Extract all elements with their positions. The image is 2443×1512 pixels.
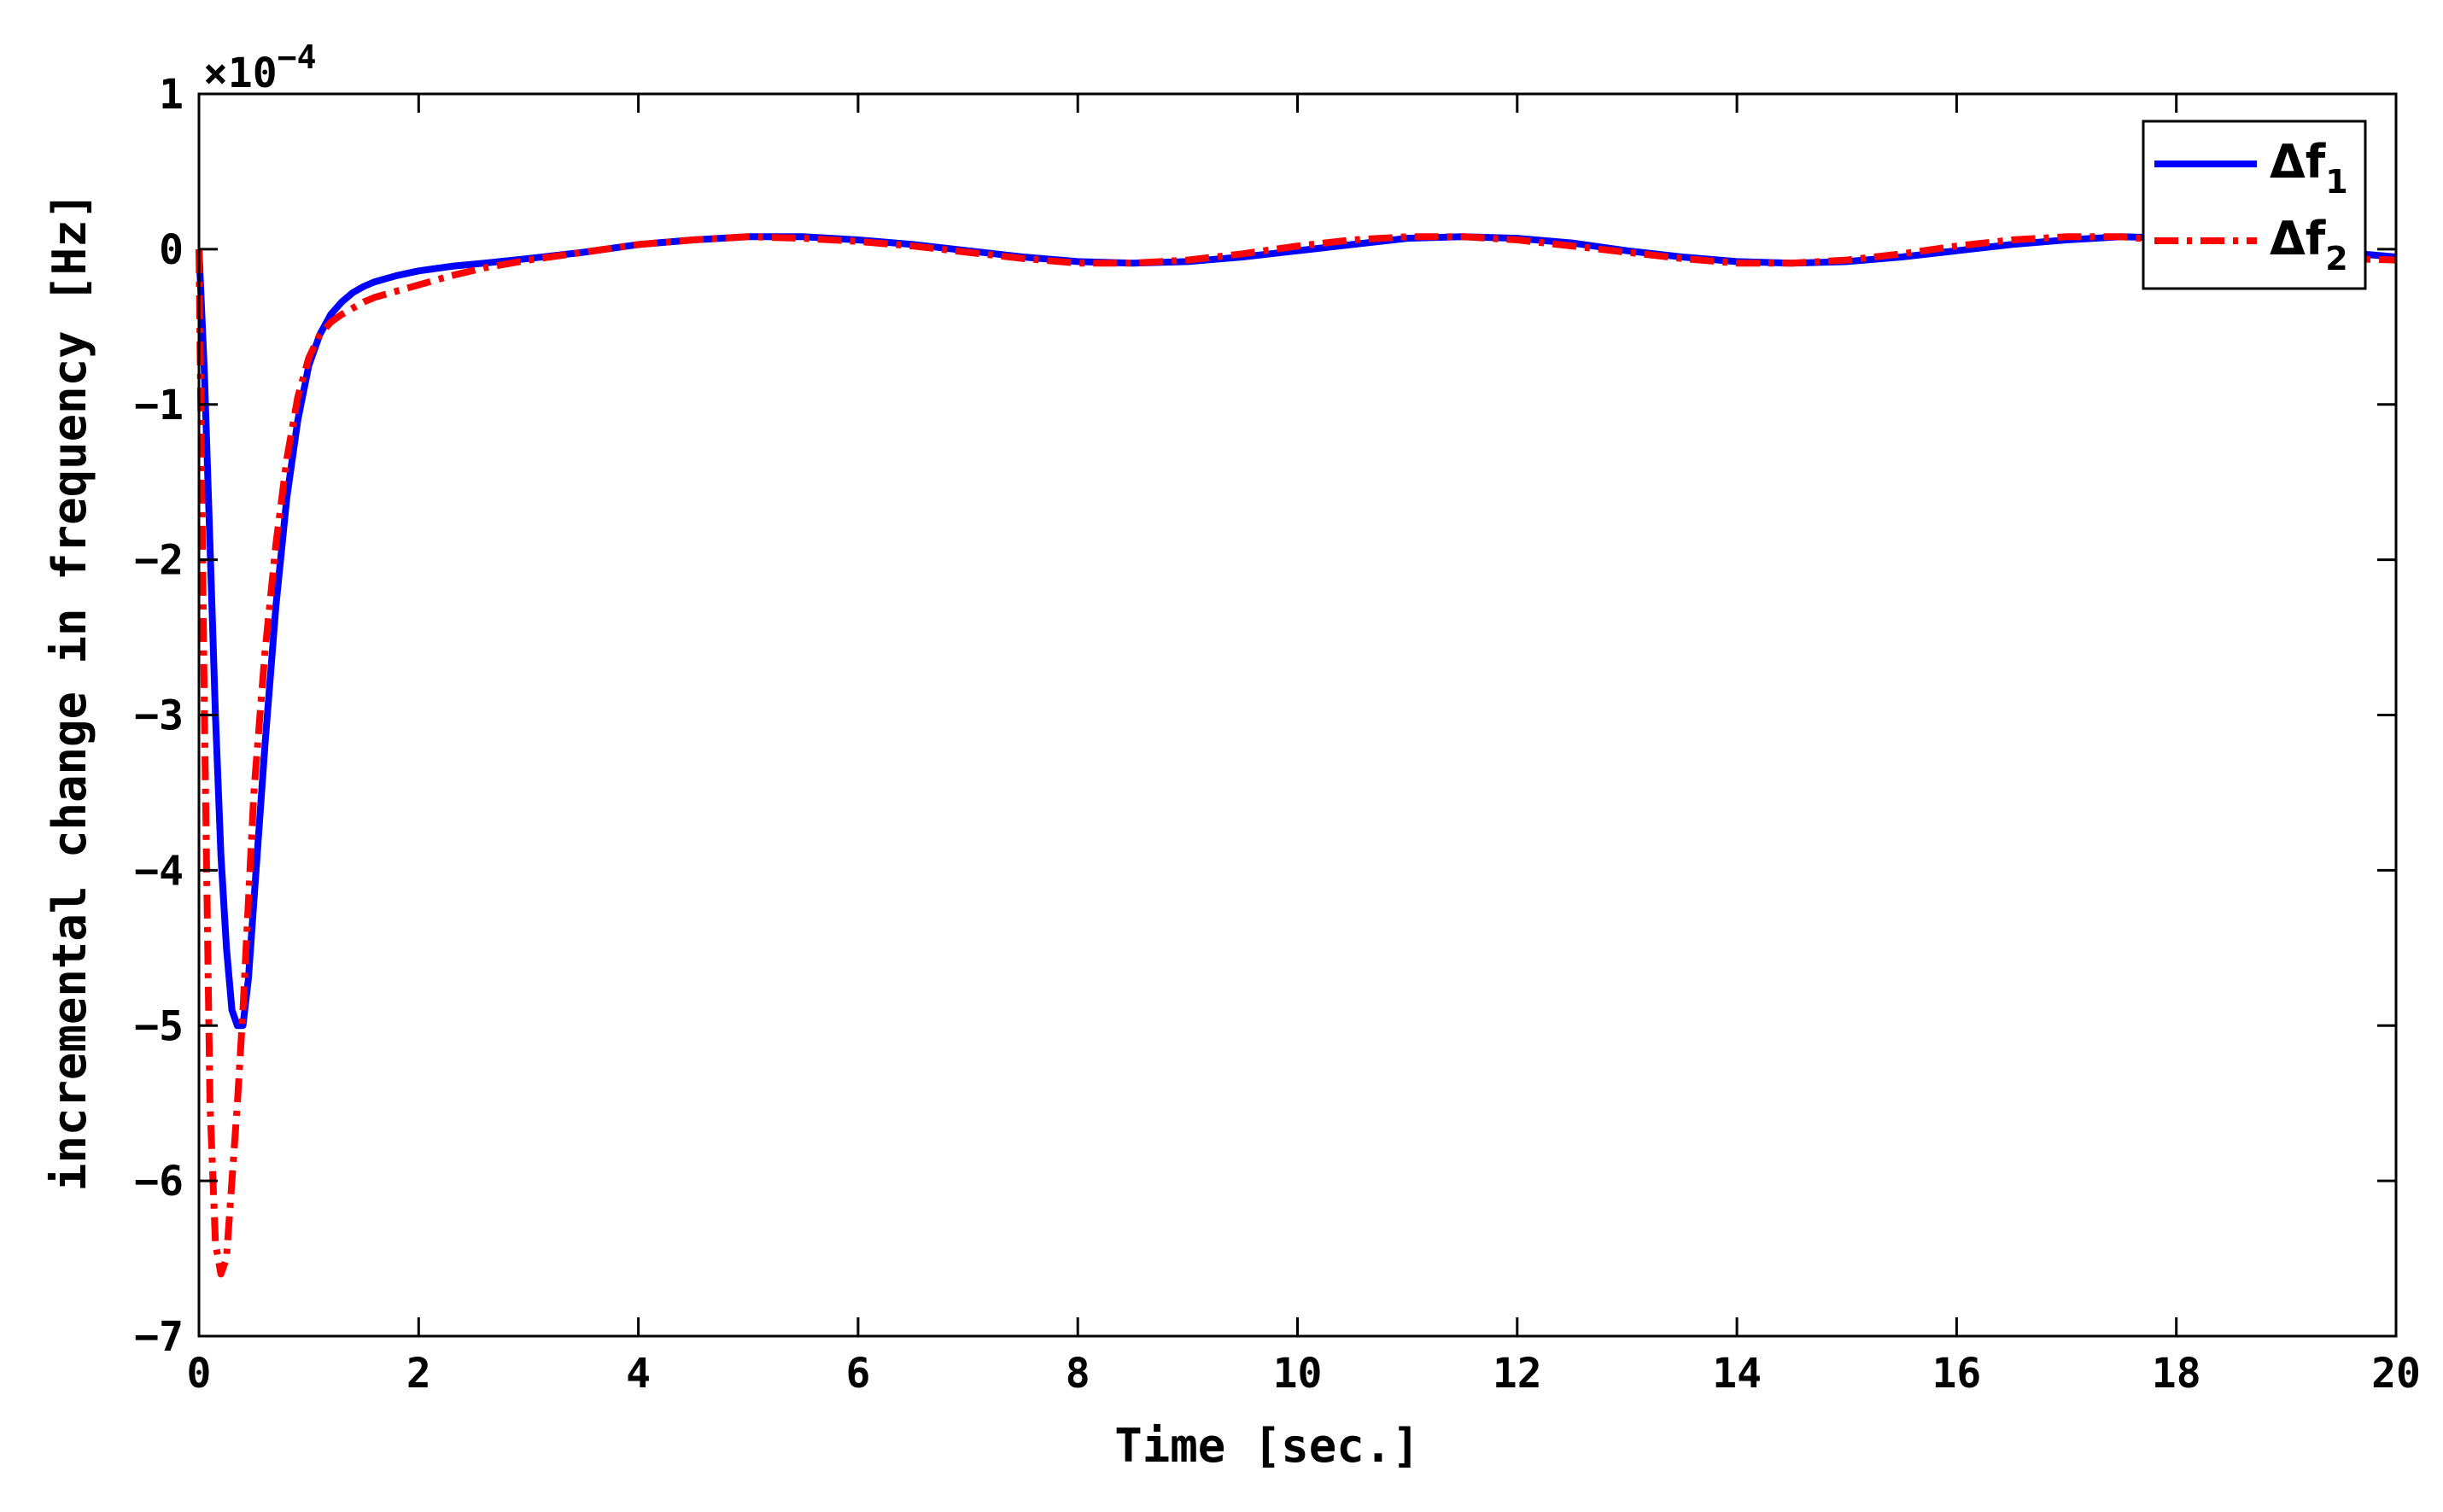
x-tick-label: 4 <box>626 1350 651 1398</box>
x-tick-label: 8 <box>1066 1350 1090 1398</box>
legend-box <box>2142 120 2367 290</box>
x-tick-label: 18 <box>2152 1350 2201 1398</box>
y-tick-label: −6 <box>134 1158 184 1206</box>
x-tick-label: 2 <box>406 1350 431 1398</box>
y-tick-label: −1 <box>134 382 184 429</box>
y-tick-label: −2 <box>134 537 184 585</box>
y-tick-label: −4 <box>134 847 184 895</box>
x-tick-label: 6 <box>845 1350 870 1398</box>
x-tick-label: 16 <box>1932 1350 1982 1398</box>
x-axis-label: Time [sec.] <box>1114 1419 1420 1473</box>
legend: Δf1 Δf2 <box>2142 120 2367 290</box>
x-tick-label: 20 <box>2371 1350 2421 1398</box>
y-tick-label: 1 <box>159 71 184 119</box>
y-tick-labels: 1 0 −1 −2 −3 −4 −5 −6 −7 <box>134 71 184 1361</box>
y-tick-label: −3 <box>134 692 184 740</box>
x-tick-label: 0 <box>187 1350 212 1398</box>
y-tick-label: −7 <box>134 1313 184 1361</box>
x-tick-label: 10 <box>1273 1350 1323 1398</box>
axis-ticks <box>197 92 2398 1338</box>
x-tick-labels: 0 2 4 6 8 10 12 14 16 18 20 <box>187 1350 2421 1398</box>
y-axis-scale-factor: ×10−4 <box>203 38 316 97</box>
legend-label-series-2: Δf2 <box>2270 212 2348 277</box>
x-tick-label: 12 <box>1493 1350 1542 1398</box>
plot-lines <box>196 233 2397 1278</box>
y-axis-label: incremental change in frequency [Hz] <box>43 192 96 1191</box>
series-line-2 <box>196 233 2397 1278</box>
y-tick-label: 0 <box>159 226 184 274</box>
x-tick-label: 14 <box>1712 1350 1762 1398</box>
legend-label-series-1: Δf1 <box>2270 135 2348 201</box>
y-tick-label: −5 <box>134 1002 184 1050</box>
